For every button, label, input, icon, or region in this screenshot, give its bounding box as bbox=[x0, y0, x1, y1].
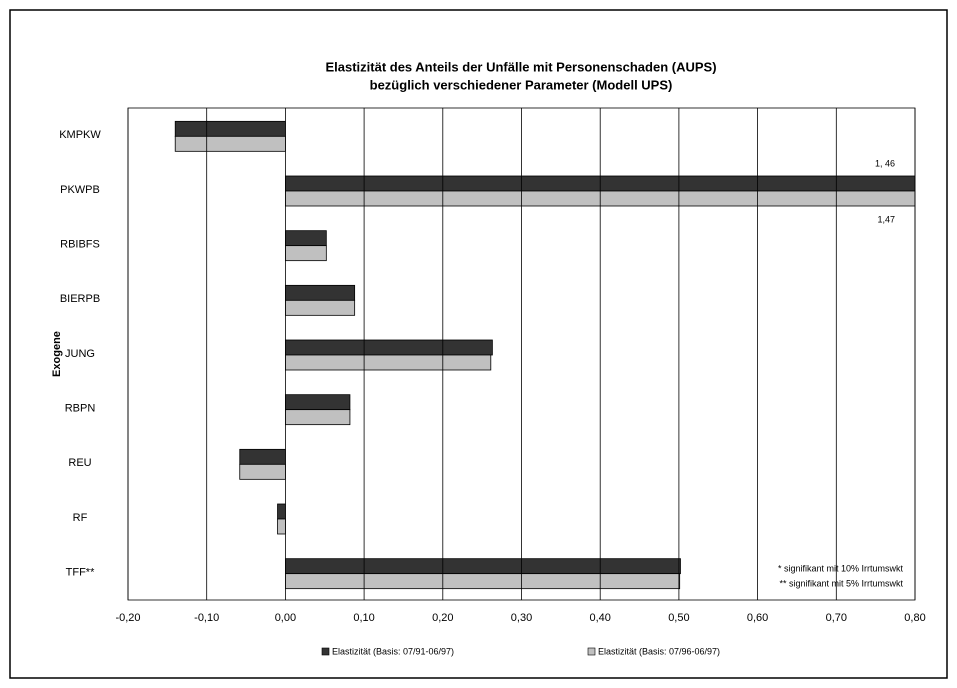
y-tick-label: RBPN bbox=[65, 403, 96, 415]
bar bbox=[174, 120, 286, 137]
y-tick-label: PKWPB bbox=[60, 184, 100, 196]
x-tick-label: 0,10 bbox=[353, 612, 374, 624]
x-tick-label: -0,20 bbox=[115, 612, 140, 624]
bar bbox=[277, 518, 286, 535]
x-tick-label: 0,50 bbox=[668, 612, 689, 624]
chart-title: Elastizität des Anteils der Unfälle mit … bbox=[325, 59, 716, 74]
y-tick-label: RF bbox=[73, 512, 88, 524]
y-tick-label: KMPKW bbox=[59, 129, 101, 141]
bar bbox=[284, 299, 356, 316]
bar bbox=[284, 409, 351, 426]
bar bbox=[284, 573, 681, 590]
bar bbox=[284, 175, 915, 192]
x-tick-label: 0,00 bbox=[275, 612, 296, 624]
bar bbox=[284, 245, 327, 262]
chart-title: bezüglich verschiedener Parameter (Model… bbox=[370, 77, 673, 92]
bar bbox=[174, 135, 286, 152]
bar bbox=[284, 230, 327, 247]
legend-label: Elastizität (Basis: 07/96-06/97) bbox=[598, 646, 720, 656]
annotation: ** signifikant mit 5% Irrtumswkt bbox=[779, 578, 903, 588]
data-label: 1, 46 bbox=[875, 158, 895, 168]
legend-swatch bbox=[321, 647, 330, 656]
y-tick-label: BIERPB bbox=[60, 293, 100, 305]
y-tick-label: REU bbox=[68, 457, 91, 469]
x-tick-label: 0,40 bbox=[589, 612, 610, 624]
x-tick-label: 0,80 bbox=[904, 612, 925, 624]
annotation: * signifikant mit 10% Irrtumswkt bbox=[778, 563, 904, 573]
bar bbox=[284, 558, 681, 575]
data-label: 1,47 bbox=[877, 214, 895, 224]
bar bbox=[284, 339, 493, 356]
x-tick-label: 0,70 bbox=[826, 612, 847, 624]
legend-label: Elastizität (Basis: 07/91-06/97) bbox=[332, 646, 454, 656]
plot-border bbox=[127, 107, 916, 601]
bar bbox=[284, 354, 492, 371]
x-tick-label: 0,60 bbox=[747, 612, 768, 624]
y-tick-label: TFF** bbox=[66, 567, 95, 579]
x-tick-label: 0,30 bbox=[511, 612, 532, 624]
bar bbox=[284, 284, 356, 301]
bar bbox=[284, 394, 351, 411]
y-axis-label: Exogene bbox=[51, 331, 63, 377]
bar bbox=[284, 190, 915, 207]
bar bbox=[239, 463, 286, 480]
legend-swatch bbox=[587, 647, 596, 656]
y-tick-label: JUNG bbox=[65, 348, 95, 360]
x-tick-label: -0,10 bbox=[194, 612, 219, 624]
x-tick-label: 0,20 bbox=[432, 612, 453, 624]
bar bbox=[239, 448, 286, 465]
bar bbox=[277, 503, 286, 520]
y-tick-label: RBIBFS bbox=[60, 239, 100, 251]
